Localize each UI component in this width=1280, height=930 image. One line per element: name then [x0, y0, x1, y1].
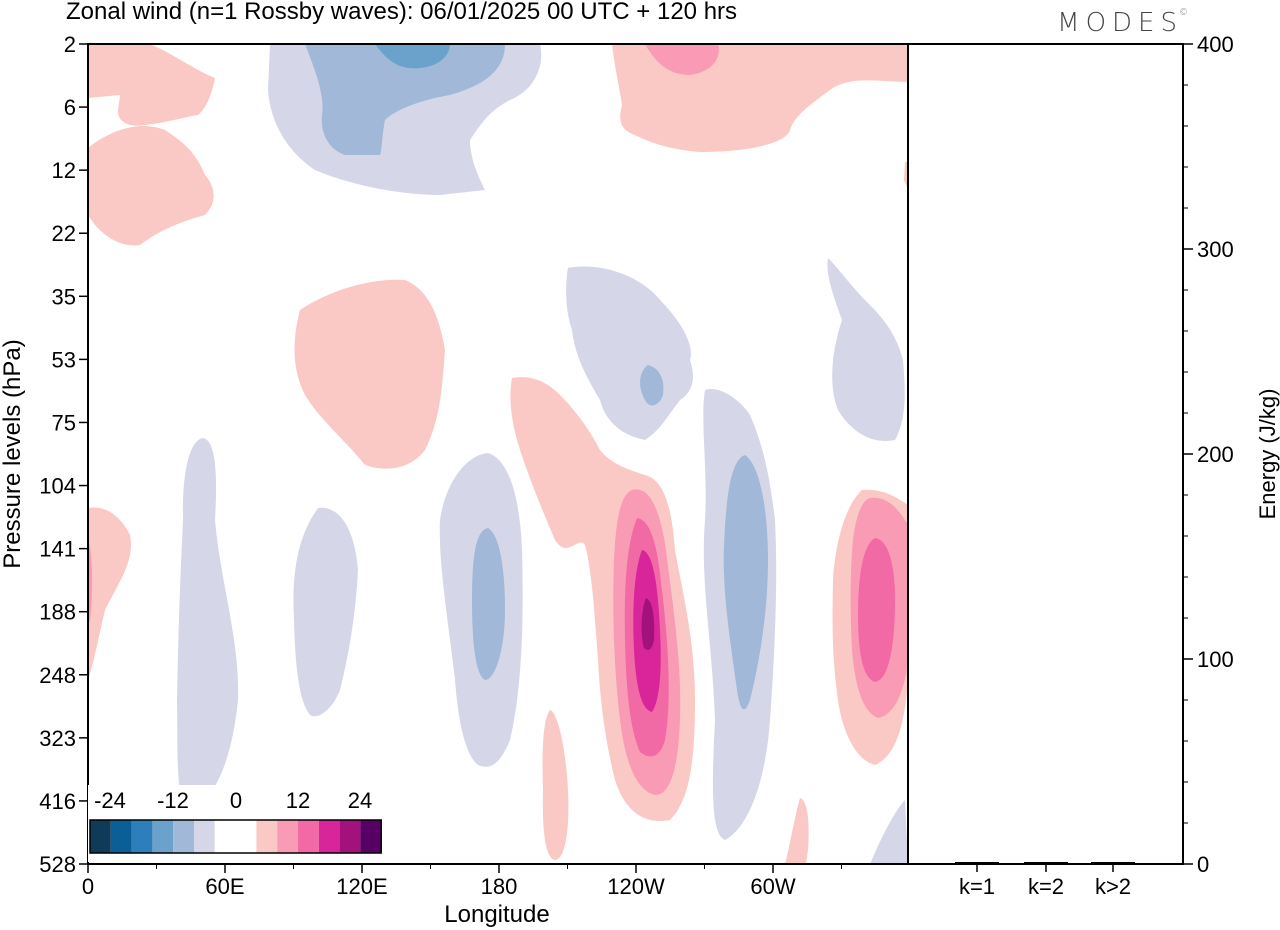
energy-bars: k=1 k=2 k>2 — [955, 862, 1135, 899]
colorbar-label: 12 — [286, 788, 310, 813]
contour-negative-light — [870, 800, 908, 864]
colorbar-swatch — [152, 820, 174, 853]
energy-category-label: k=1 — [959, 874, 995, 899]
colorbar-swatch — [256, 820, 278, 853]
x-tick-label: 120E — [336, 874, 387, 899]
contour-positive-medium — [645, 44, 719, 75]
y-tick-label: 12 — [52, 158, 76, 183]
y-axis-label: Pressure levels (hPa) — [0, 339, 26, 568]
colorbar-swatch — [173, 820, 194, 853]
y-axis-ticks: 2 6 12 22 35 53 75 104 141 188 248 323 416 528 — [39, 32, 88, 877]
contour-positive-medium — [88, 540, 93, 625]
y-tick-label: 248 — [39, 663, 76, 688]
energy-tick-label: 0 — [1197, 852, 1209, 877]
colorbar-swatch — [194, 820, 215, 853]
y-tick-label: 75 — [52, 410, 76, 435]
colorbar-legend: -24 -12 0 12 24 — [88, 785, 384, 862]
y-tick-label: 2 — [64, 32, 76, 57]
colorbar-swatch — [110, 820, 132, 853]
energy-bar — [1024, 862, 1068, 864]
energy-axis-label: Energy (J/kg) — [1255, 389, 1280, 520]
contour-negative-light — [827, 258, 905, 441]
y-tick-label: 53 — [52, 347, 76, 372]
colorbar-swatch — [214, 820, 236, 853]
contour-positive-strong — [858, 538, 896, 682]
x-axis-ticks: 0 60E 120E 180 120W 60W — [82, 864, 842, 899]
colorbar-label: 0 — [230, 788, 242, 813]
energy-plot-frame — [907, 43, 1184, 865]
energy-axis-ticks: 0 100 200 300 400 — [1183, 32, 1234, 877]
brand-name: MODES — [1057, 8, 1183, 38]
x-tick-label: 60E — [205, 874, 244, 899]
contour-positive-strongest — [641, 598, 655, 650]
colorbar-swatch — [235, 820, 257, 853]
contour-positive-light — [294, 279, 445, 469]
y-tick-label: 188 — [39, 600, 76, 625]
chart-title: Zonal wind (n=1 Rossby waves): 06/01/202… — [66, 0, 738, 25]
colorbar-frame — [89, 819, 382, 854]
x-tick-label: 60W — [750, 874, 795, 899]
contour-positive-light — [542, 710, 569, 860]
contour-positive-light — [88, 507, 131, 680]
brand-logo: MODES© — [1057, 8, 1188, 38]
x-tick-label: 120W — [607, 874, 665, 899]
contour-negative-medium — [640, 365, 664, 406]
y-tick-label: 323 — [39, 726, 76, 751]
energy-tick-label: 300 — [1197, 237, 1234, 262]
contour-negative-medium — [723, 455, 768, 710]
contour-negative-light — [293, 507, 358, 717]
colorbar-swatch — [318, 820, 340, 853]
colorbar-swatch — [277, 820, 298, 853]
x-tick-label: 0 — [82, 874, 94, 899]
colorbar-label: -12 — [157, 788, 189, 813]
y-tick-label: 141 — [39, 537, 76, 562]
energy-bar — [1091, 862, 1135, 864]
x-axis-label: Longitude — [444, 901, 549, 928]
contour-negative-light — [566, 266, 693, 440]
x-tick-label: 180 — [481, 874, 518, 899]
colorbar-label: -24 — [94, 788, 126, 813]
y-tick-label: 22 — [52, 221, 76, 246]
contour-negative-light — [177, 438, 239, 810]
brand-mark: © — [1179, 8, 1188, 18]
y-tick-label: 35 — [52, 284, 76, 309]
contour-positive-light — [88, 126, 214, 246]
colorbar-swatch — [90, 820, 111, 853]
colorbar-swatch — [298, 820, 319, 853]
colorbar-label: 24 — [348, 788, 372, 813]
colorbar-swatch — [339, 820, 361, 853]
y-tick-label: 528 — [39, 852, 76, 877]
contour-positive-light — [785, 798, 809, 864]
energy-category-label: k>2 — [1095, 874, 1131, 899]
energy-category-label: k=2 — [1028, 874, 1064, 899]
contour-field — [88, 44, 908, 864]
colorbar-swatch — [131, 820, 153, 853]
y-tick-label: 416 — [39, 789, 76, 814]
energy-bar — [955, 862, 999, 864]
y-tick-label: 104 — [39, 474, 76, 499]
y-tick-label: 6 — [64, 95, 76, 120]
energy-tick-label: 100 — [1197, 647, 1234, 672]
contour-negative-medium — [305, 44, 505, 155]
contour-negative-medium — [472, 528, 505, 680]
energy-tick-label: 400 — [1197, 32, 1234, 57]
contour-positive-light — [88, 44, 215, 126]
energy-tick-label: 200 — [1197, 442, 1234, 467]
colorbar-swatch — [360, 820, 382, 853]
contour-negative-strong — [375, 44, 450, 69]
